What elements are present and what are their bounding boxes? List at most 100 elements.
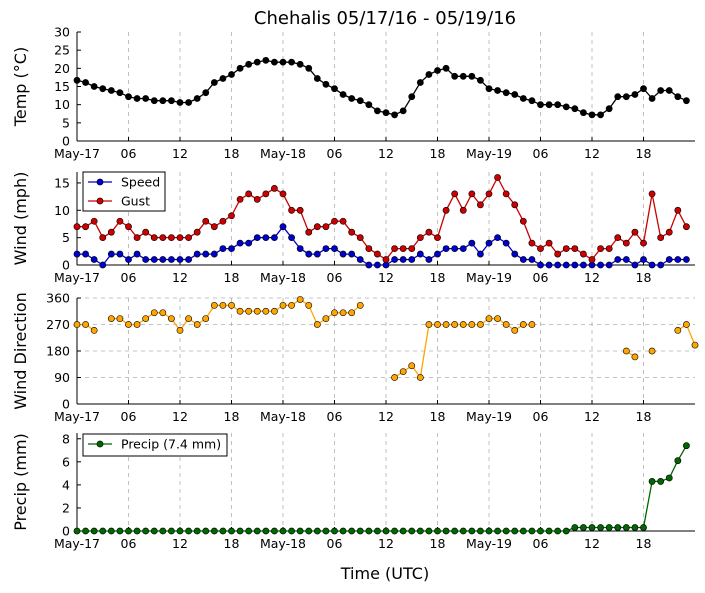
data-point	[159, 97, 167, 105]
panel-2: 0 5 10 15 May-17 06 12 18 May-18 06 12 18 May-19 06 12…	[11, 171, 695, 285]
data-point	[408, 527, 416, 535]
data-point	[391, 111, 398, 119]
data-point	[580, 261, 587, 269]
y-tick-label: 10	[54, 97, 70, 112]
data-point	[193, 527, 201, 535]
x-tick-label: 18	[430, 536, 446, 551]
data-point	[416, 374, 424, 381]
data-point	[588, 256, 596, 263]
data-point	[528, 239, 536, 247]
data-point	[631, 524, 639, 531]
data-point	[459, 245, 467, 252]
series-line	[77, 176, 687, 261]
data-point	[537, 245, 544, 252]
data-point	[107, 87, 115, 94]
data-point	[622, 256, 630, 263]
data-point	[253, 234, 261, 242]
data-point	[485, 190, 493, 198]
data-point	[245, 239, 253, 247]
x-tick-label: 12	[172, 409, 188, 424]
data-point	[193, 228, 201, 236]
data-point	[391, 256, 398, 263]
data-point	[107, 228, 115, 236]
data-point	[176, 99, 184, 106]
data-point	[683, 256, 690, 263]
data-point	[125, 93, 132, 101]
data-point	[365, 101, 373, 109]
data-point	[107, 250, 115, 258]
data-point	[502, 527, 510, 535]
data-point	[168, 97, 175, 105]
y-tick-label: 180	[46, 344, 70, 359]
x-tick-label: May-19	[466, 270, 512, 285]
data-point	[477, 527, 484, 535]
data-point	[562, 527, 570, 535]
data-point	[236, 527, 244, 535]
data-point	[322, 245, 330, 252]
data-point	[107, 527, 115, 535]
data-point	[408, 256, 416, 263]
data-point	[305, 527, 313, 535]
x-tick-label: 12	[584, 536, 600, 551]
data-point	[545, 527, 553, 535]
data-point	[399, 107, 407, 115]
data-point	[485, 315, 493, 323]
data-point	[348, 309, 356, 317]
data-point	[399, 368, 407, 376]
series-line	[76, 59, 687, 116]
data-point	[142, 315, 150, 323]
data-point	[228, 71, 235, 78]
data-point	[228, 301, 235, 309]
data-point	[416, 79, 424, 86]
data-point	[459, 527, 467, 535]
data-point	[365, 245, 373, 252]
data-point	[674, 457, 682, 465]
x-tick-label: 06	[533, 146, 549, 161]
data-point	[313, 527, 321, 535]
data-point	[657, 87, 665, 94]
data-point	[288, 234, 295, 242]
data-point	[468, 72, 476, 80]
data-point	[356, 301, 364, 309]
data-point	[296, 245, 304, 252]
y-tick-label: 20	[54, 61, 70, 76]
data-point	[399, 256, 407, 263]
data-point	[545, 261, 553, 269]
data-point	[622, 93, 630, 101]
data-point	[279, 527, 287, 535]
data-point	[571, 245, 579, 252]
series-1	[73, 223, 690, 269]
data-point	[305, 250, 313, 258]
data-point	[614, 234, 622, 242]
data-point	[185, 527, 192, 535]
data-point	[150, 527, 158, 535]
data-point	[142, 256, 150, 263]
data-point	[296, 60, 304, 68]
data-point	[271, 234, 278, 242]
data-point	[657, 478, 665, 485]
data-point	[494, 174, 501, 181]
data-point	[305, 64, 313, 72]
data-point	[150, 309, 158, 317]
data-point	[519, 256, 527, 263]
data-point	[683, 223, 690, 231]
data-point	[631, 91, 639, 98]
data-point	[571, 524, 579, 531]
y-tick-label: 2	[62, 500, 70, 515]
data-point	[99, 261, 107, 269]
data-point	[683, 442, 690, 450]
data-point	[648, 95, 656, 102]
data-point	[597, 261, 604, 269]
data-point	[99, 85, 107, 93]
data-point	[588, 111, 596, 119]
data-point	[159, 527, 167, 535]
data-point	[90, 256, 98, 263]
x-tick-label: 18	[224, 536, 240, 551]
data-point	[494, 87, 501, 94]
data-point	[631, 228, 639, 236]
legend-swatch-marker	[96, 178, 104, 186]
data-point	[648, 261, 656, 269]
data-point	[348, 228, 356, 236]
y-tick-label: 360	[46, 291, 70, 306]
data-point	[271, 58, 278, 66]
